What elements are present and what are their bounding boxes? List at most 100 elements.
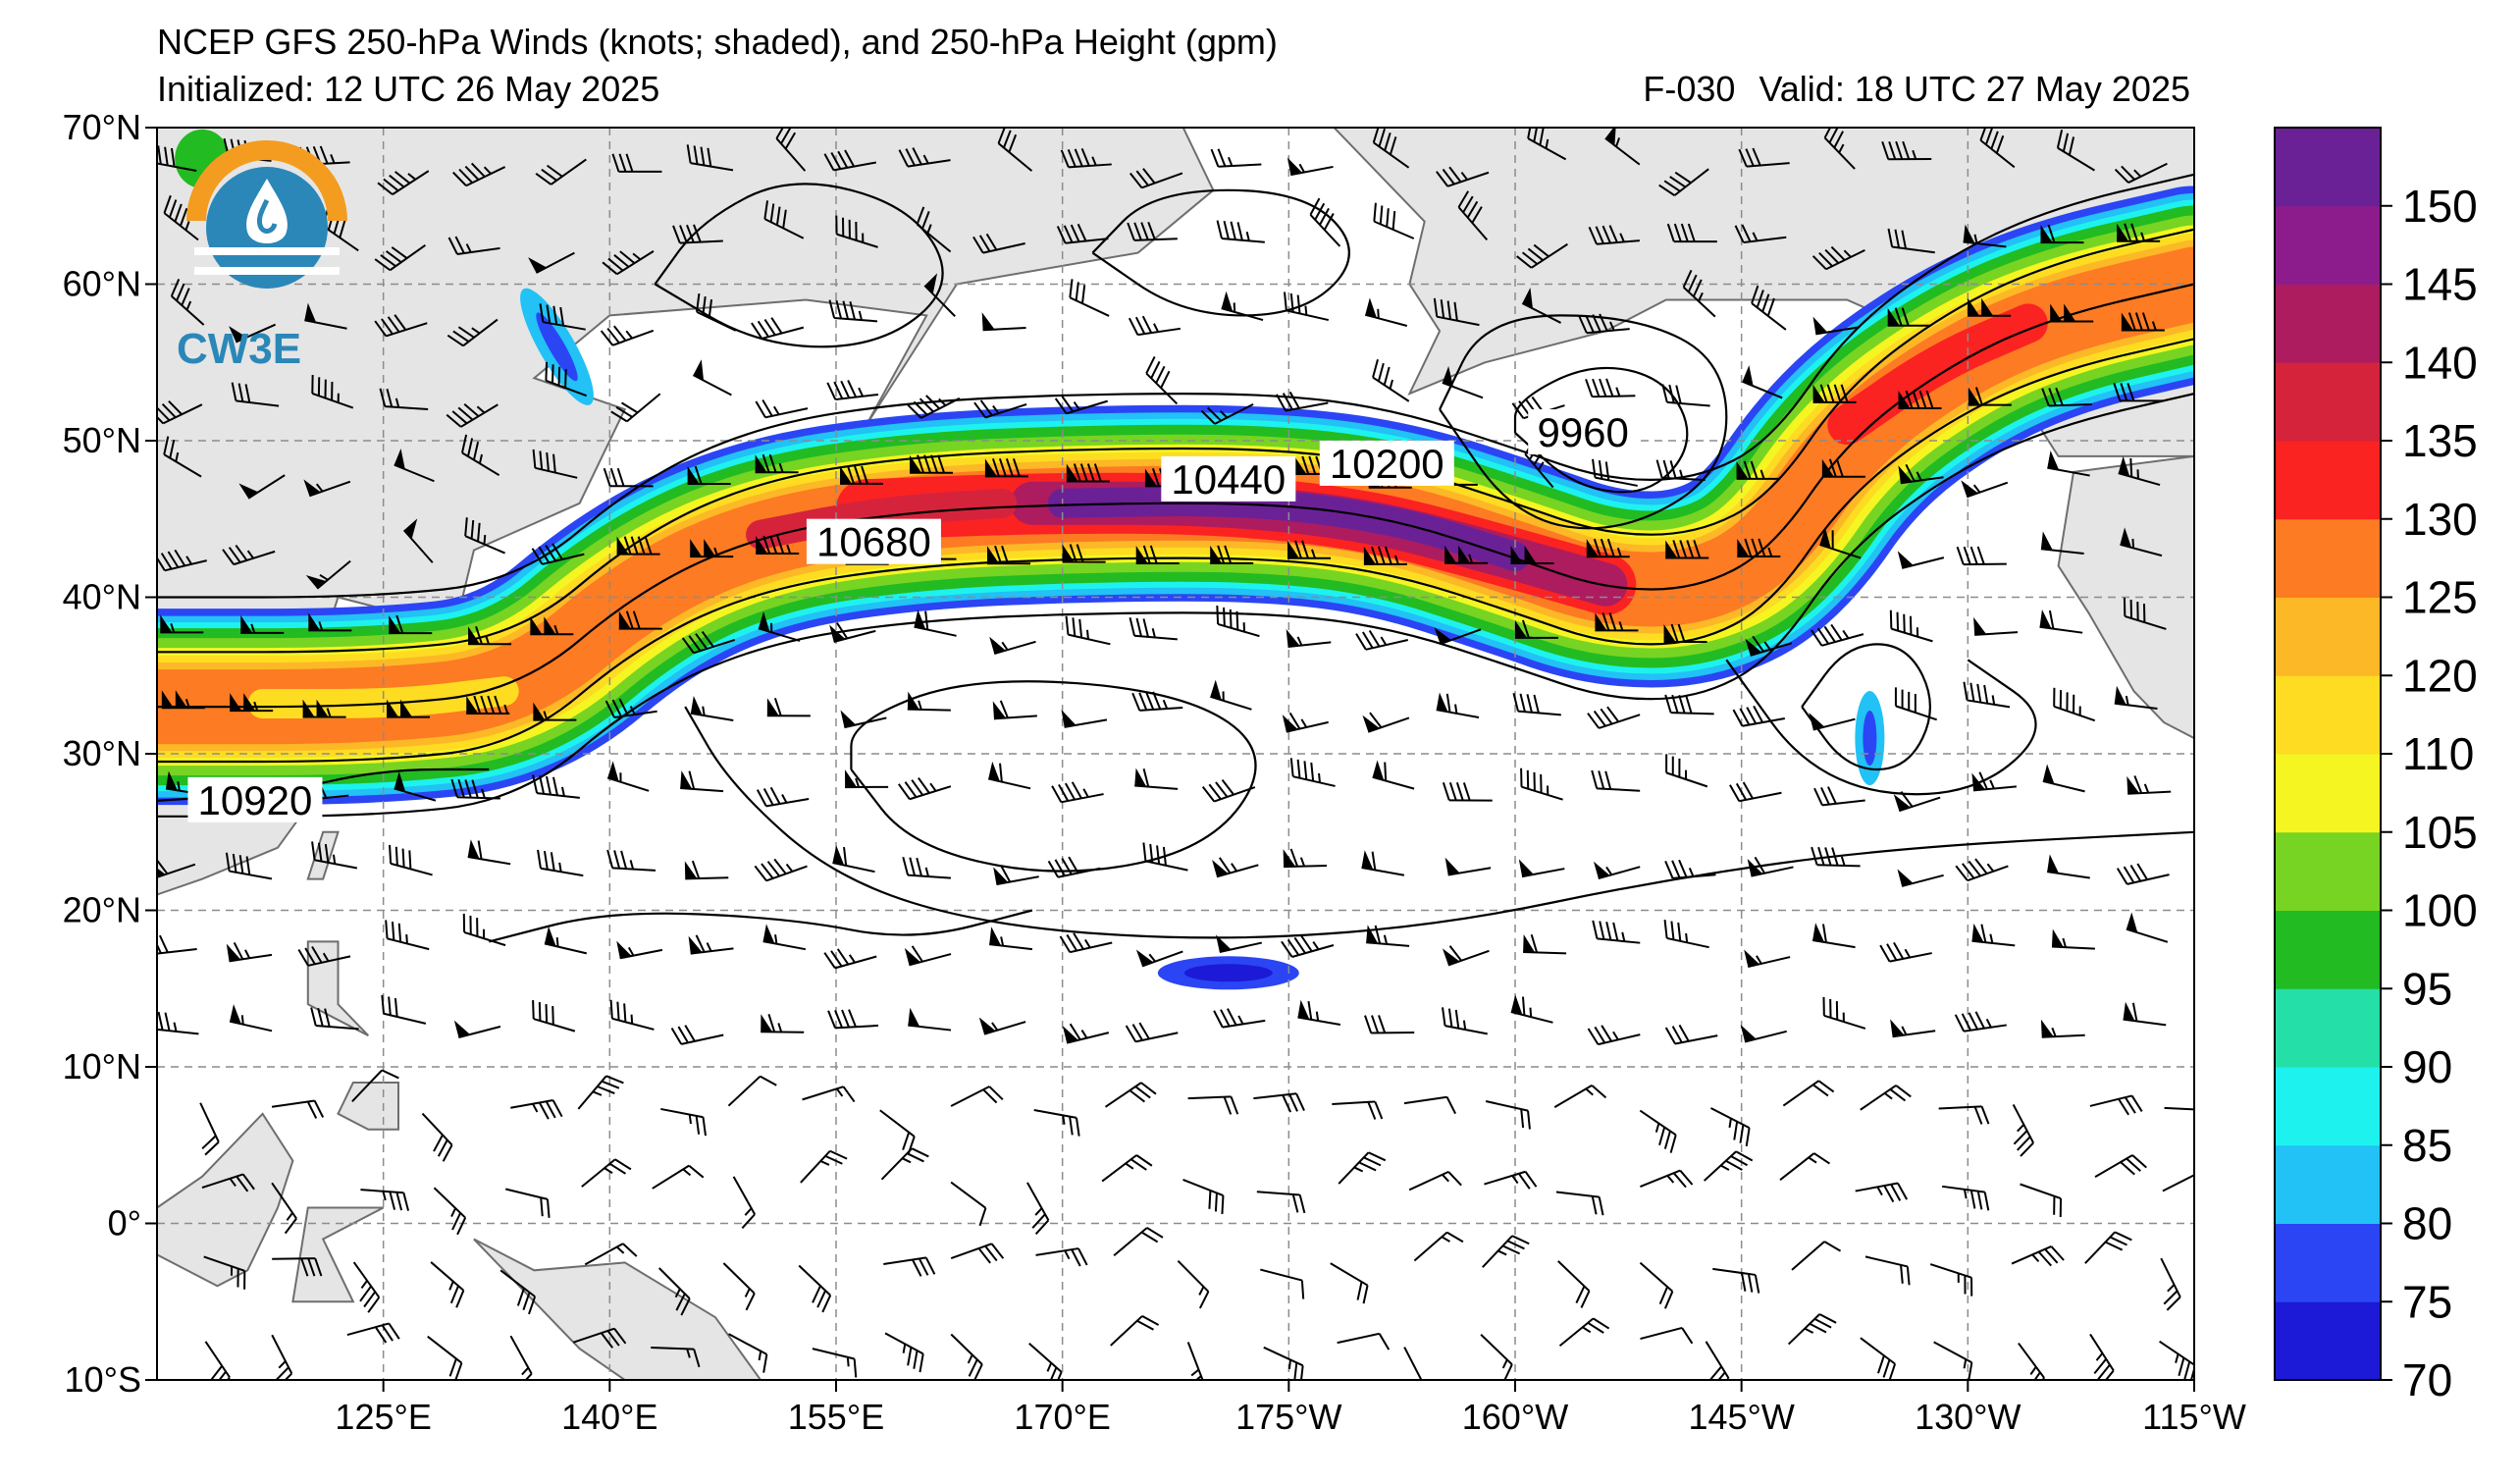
barb-full xyxy=(1954,1014,1966,1033)
wind-barb xyxy=(161,690,205,710)
barb-full xyxy=(1925,390,1934,409)
barb-staff xyxy=(657,1267,691,1299)
barb-full xyxy=(1593,710,1606,727)
wind-barb xyxy=(1811,846,1861,868)
barb-half xyxy=(558,862,562,873)
barb-full xyxy=(1061,396,1075,412)
wind-barb xyxy=(272,1257,323,1277)
barb-staff xyxy=(652,1164,690,1190)
barb-full xyxy=(1072,617,1076,637)
barb-staff xyxy=(1222,1019,1266,1029)
barb-staff xyxy=(1705,1341,1730,1379)
barb-half xyxy=(1883,1092,1893,1100)
barb-full xyxy=(1909,615,1913,635)
wind-barb xyxy=(1639,1261,1674,1309)
barb-staff xyxy=(1101,1154,1137,1183)
barb-full xyxy=(1669,176,1687,188)
barb-staff xyxy=(164,559,207,572)
barb-full xyxy=(847,465,855,485)
barb-staff xyxy=(1139,707,1183,712)
barb-staff xyxy=(458,1025,501,1038)
barb-flag xyxy=(684,861,698,879)
barb-staff xyxy=(533,1018,576,1033)
logo-sun-arc xyxy=(186,140,347,222)
wind-barb xyxy=(1485,1100,1531,1130)
barb-staff xyxy=(1061,793,1104,804)
barb-full xyxy=(1527,1110,1531,1130)
barb-flag xyxy=(756,536,768,555)
lat-tick-label: 60°N xyxy=(63,264,141,304)
barb-full xyxy=(644,536,653,555)
barb-flag xyxy=(758,611,770,632)
wind-barb xyxy=(421,1112,453,1162)
barb-full xyxy=(1520,1109,1525,1129)
wind-barb xyxy=(1747,856,1794,877)
barb-full xyxy=(1160,370,1171,389)
barb-staff xyxy=(907,159,951,168)
barb-staff xyxy=(1113,1227,1148,1257)
barb-staff xyxy=(542,553,585,565)
barb-staff xyxy=(1145,860,1188,872)
barb-full xyxy=(1319,207,1330,226)
wind-barb xyxy=(464,517,505,555)
barb-full xyxy=(621,401,639,414)
barb-staff xyxy=(765,865,808,882)
wind-barb xyxy=(1283,848,1328,869)
barb-full xyxy=(681,637,695,654)
barb-full xyxy=(2093,1358,2108,1375)
wind-barb xyxy=(2051,928,2095,950)
barb-staff xyxy=(233,550,276,566)
barb-staff xyxy=(727,1075,761,1107)
barb-flag xyxy=(1363,546,1376,564)
barb-half xyxy=(1454,704,1458,715)
barb-full xyxy=(1961,1013,1972,1032)
wind-barb xyxy=(1682,269,1716,318)
height-contour-0 xyxy=(850,680,1257,873)
barb-half xyxy=(1582,1326,1592,1334)
barb-full xyxy=(494,695,502,715)
barb-half xyxy=(902,1344,907,1353)
drop-inner-icon xyxy=(256,198,278,234)
barb-half xyxy=(175,451,180,462)
barb-full xyxy=(516,1288,525,1306)
barb-full xyxy=(601,1332,614,1349)
barb-full xyxy=(1149,545,1158,564)
barb-staff xyxy=(611,1017,655,1031)
wind-barb xyxy=(1373,202,1415,239)
wind-barb xyxy=(823,149,876,172)
wind-barb xyxy=(755,453,799,474)
barb-flag xyxy=(400,699,413,717)
barb-staff xyxy=(693,638,736,655)
wind-barb xyxy=(762,924,807,951)
barb-full xyxy=(157,1011,164,1031)
barb-flag xyxy=(1821,458,1834,477)
barb-full xyxy=(919,1353,924,1373)
barb-full xyxy=(911,1147,929,1158)
barb-full xyxy=(1754,1274,1760,1294)
barb-half xyxy=(924,867,929,877)
barb-full xyxy=(1811,629,1823,647)
wind-barb xyxy=(1894,687,1938,721)
barb-staff xyxy=(352,1261,381,1298)
barb-staff xyxy=(1110,1315,1143,1347)
barb-staff xyxy=(1599,714,1641,729)
barb-full xyxy=(1606,706,1620,722)
barb-full xyxy=(606,849,614,869)
barb-full xyxy=(452,171,467,186)
barb-full xyxy=(1980,924,1987,943)
barb-flag xyxy=(533,702,546,720)
wind-barb xyxy=(1056,223,1109,244)
barb-half xyxy=(315,483,324,493)
barb-full xyxy=(1512,692,1519,712)
barb-half xyxy=(1062,1115,1066,1125)
barb-flag xyxy=(1066,463,1078,482)
barb-full xyxy=(394,997,398,1018)
barb-half xyxy=(521,1366,530,1376)
barb-full xyxy=(1686,540,1695,558)
barb-full xyxy=(1824,847,1832,866)
barb-full xyxy=(1671,694,1679,714)
barb-full xyxy=(1766,297,1775,317)
barb-flag xyxy=(160,614,173,633)
barb-full xyxy=(1594,1026,1606,1044)
barb-flag xyxy=(1586,539,1599,557)
